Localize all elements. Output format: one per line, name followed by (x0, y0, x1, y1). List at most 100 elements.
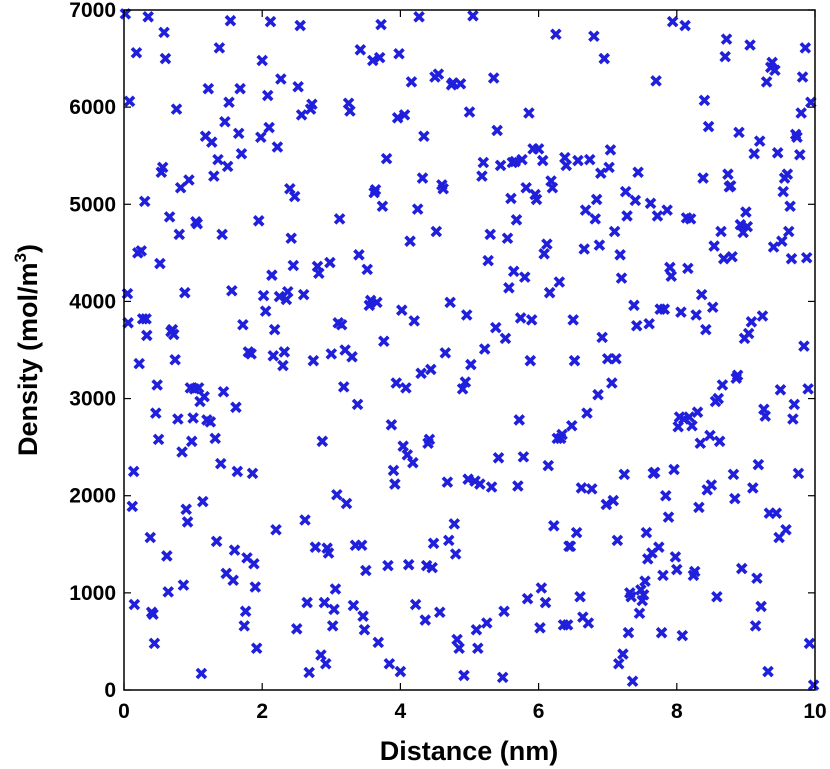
data-point (760, 76, 773, 88)
data-point (322, 547, 335, 559)
data-point (520, 181, 532, 194)
data-point (128, 598, 141, 611)
data-point (693, 501, 705, 514)
data-point (498, 605, 510, 618)
data-point (224, 14, 237, 27)
data-point (248, 557, 260, 570)
data-point (598, 52, 611, 65)
data-point (796, 71, 809, 83)
data-point (208, 170, 220, 182)
data-point (792, 467, 805, 480)
data-point (651, 210, 664, 222)
data-point (315, 649, 327, 661)
data-point (133, 357, 145, 370)
data-point (313, 267, 325, 280)
data-point (309, 541, 322, 553)
data-point (273, 290, 286, 303)
data-point (640, 526, 653, 539)
y-tick-label: 7000 (69, 0, 116, 22)
data-point (396, 304, 408, 316)
data-point (245, 348, 257, 360)
data-point (439, 347, 452, 359)
data-point (172, 413, 184, 425)
data-point (223, 96, 235, 109)
data-point (430, 225, 443, 238)
data-point (357, 610, 369, 622)
data-point (470, 623, 483, 636)
data-point (776, 235, 788, 247)
data-point (170, 103, 183, 115)
data-point (216, 228, 228, 241)
data-point (278, 346, 291, 358)
data-point (556, 428, 568, 441)
data-point (550, 28, 562, 41)
data-point (759, 410, 772, 422)
data-point (212, 153, 224, 166)
data-point (675, 306, 687, 318)
data-point (202, 82, 215, 95)
data-point (568, 354, 581, 367)
data-point (123, 95, 136, 108)
data-point (691, 406, 704, 418)
data-point (151, 379, 163, 391)
data-point (774, 384, 787, 396)
data-point (459, 376, 472, 388)
data-point (745, 316, 758, 328)
data-point (347, 599, 360, 612)
plot-area-frame (123, 9, 816, 691)
data-point (586, 483, 598, 495)
data-point (344, 105, 356, 117)
data-point (611, 534, 624, 547)
data-point (564, 540, 577, 553)
data-point (183, 174, 195, 186)
data-point (720, 33, 733, 45)
data-point (536, 154, 549, 167)
data-point (686, 419, 698, 432)
data-point (415, 367, 427, 380)
x-axis-label: Distance (nm) (380, 736, 559, 766)
data-point (346, 351, 358, 363)
data-point (130, 46, 143, 59)
data-point (532, 143, 545, 155)
data-point (416, 172, 429, 184)
data-point (119, 8, 132, 20)
data-point (560, 159, 573, 172)
data-point (553, 276, 566, 288)
data-point (615, 272, 628, 284)
data-point (607, 494, 620, 507)
data-point (570, 526, 583, 539)
x-tick-label: 10 (803, 700, 826, 723)
data-point (127, 465, 140, 478)
data-point (425, 363, 437, 376)
data-point (391, 112, 404, 124)
data-point (169, 353, 181, 366)
data-point (722, 168, 734, 180)
data-point (441, 476, 454, 488)
data-point (600, 498, 613, 511)
data-point (756, 310, 769, 322)
data-point (408, 315, 420, 327)
data-point (712, 392, 725, 405)
data-point (122, 317, 134, 329)
data-point (444, 296, 456, 309)
data-point (231, 465, 244, 478)
data-point (181, 516, 194, 528)
data-point (799, 42, 812, 54)
data-point (281, 285, 294, 298)
data-point (152, 433, 165, 446)
data-point (581, 407, 593, 419)
data-point (753, 135, 766, 147)
y-tick-label: 5000 (69, 193, 116, 216)
data-point (463, 106, 476, 118)
data-point (715, 225, 727, 238)
data-point (559, 151, 571, 164)
data-point (277, 359, 289, 372)
data-point (800, 251, 813, 264)
data-point (727, 468, 740, 481)
data-point (369, 183, 382, 196)
data-point (454, 78, 467, 90)
y-tick-label: 3000 (69, 388, 116, 411)
data-point (805, 96, 817, 109)
